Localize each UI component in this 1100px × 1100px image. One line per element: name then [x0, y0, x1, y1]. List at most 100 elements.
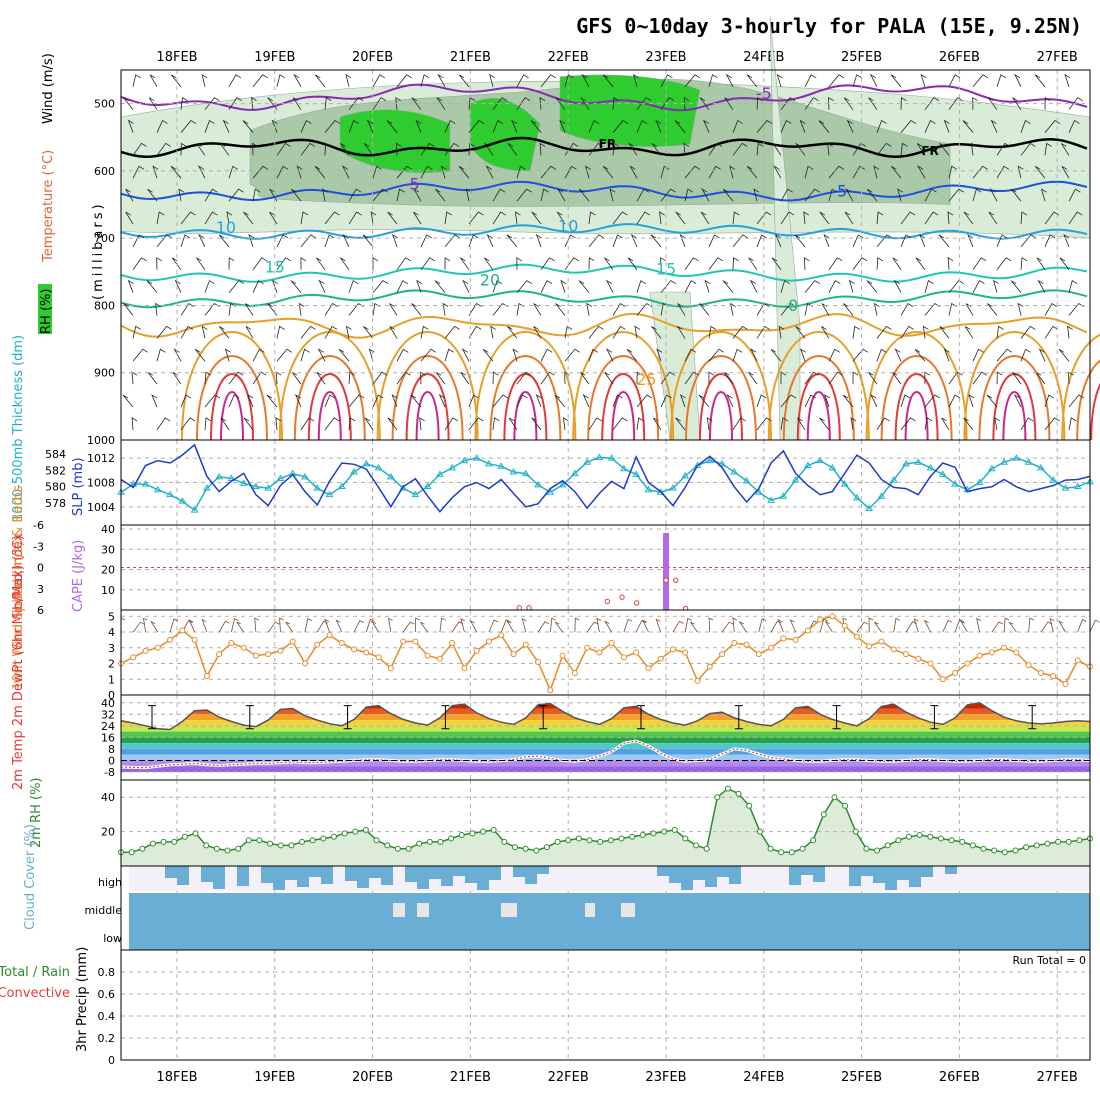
precip-panel: 0.8 0.6 0.4 0.2 0: [98, 949, 1091, 1067]
wind-barb: [770, 348, 782, 362]
wind-barb: [291, 188, 302, 202]
wind-barb: [724, 97, 734, 110]
wind-barb: [290, 280, 302, 293]
top-date-label: 19FEB: [254, 50, 295, 65]
wind-barb: [178, 188, 185, 202]
instability-axis-labels: Lifted Index CAPE (J/kg): [11, 533, 86, 612]
temp-band: [121, 743, 1090, 749]
thickness-point: [337, 482, 346, 490]
wind-barb: [612, 394, 623, 408]
top-date-label: 23FEB: [645, 50, 686, 65]
wind-barb: [588, 142, 604, 156]
cloud-high-bar: [201, 866, 213, 882]
rh2m-point: [267, 840, 274, 847]
wind-barb: [828, 257, 843, 271]
wind-barb: [415, 119, 422, 133]
wind-barb: [848, 279, 855, 293]
wind-barb: [612, 142, 620, 156]
thickness-point: [362, 459, 371, 467]
wind-barb: [348, 371, 355, 385]
wind-barb: [771, 257, 782, 271]
rh2m-point: [597, 838, 604, 845]
wind-barb: [804, 394, 817, 408]
temp2m-line: [120, 702, 1091, 731]
precip-frame: [120, 949, 1091, 1061]
wind10m-barb: [1077, 619, 1087, 633]
wind-barb: [556, 211, 566, 225]
wind-barb: [588, 417, 603, 431]
rh2m-point: [203, 842, 210, 849]
wind-barb: [555, 303, 566, 316]
wind-barb: [730, 302, 736, 316]
thickness-point: [816, 456, 825, 464]
wind-barb: [324, 303, 338, 316]
wind-barb: [460, 257, 470, 271]
temp-minmax: [148, 705, 156, 730]
wind-barb: [629, 165, 638, 179]
wind-barb: [823, 233, 830, 248]
thickness-point: [558, 480, 567, 488]
thickness-point: [730, 467, 739, 475]
wind-barb: [987, 97, 998, 110]
wind-barb: [1044, 120, 1061, 133]
wind-barb: [756, 97, 763, 110]
wind-barb: [314, 74, 326, 88]
wind-barb: [582, 394, 590, 408]
wind-barb: [708, 325, 717, 339]
cape-tick-label: 30: [101, 543, 115, 556]
thickness-point: [938, 470, 947, 477]
wind-barb: [180, 394, 192, 408]
wind-barb: [924, 371, 931, 385]
wind-barb: [539, 142, 546, 156]
wind-barb: [180, 417, 196, 431]
bottom-date-label: 21FEB: [450, 1070, 491, 1085]
wind-barb: [660, 97, 675, 110]
rh2m-point: [448, 835, 455, 842]
wind-barb: [986, 394, 998, 408]
surface-temp-loop: [391, 355, 464, 441]
wind-barb: [492, 394, 509, 408]
rh2m-point: [661, 828, 668, 835]
surface-temp-loop: [767, 331, 870, 441]
wind-barb: [971, 142, 977, 156]
wind-barb: [579, 371, 590, 385]
thickness-point: [153, 485, 162, 493]
wind-barb: [994, 417, 1001, 430]
surface-temp-loop: [317, 391, 342, 441]
wind-barb: [632, 73, 639, 87]
rh2m-point: [810, 837, 817, 844]
contour-label: -5: [404, 175, 420, 194]
wind-barb: [602, 165, 614, 179]
wind-barb: [419, 417, 425, 430]
wind-barb: [492, 280, 503, 293]
cloud-high-bar: [861, 866, 873, 876]
wind-barb: [821, 326, 830, 339]
cloud-high-bar: [489, 866, 501, 880]
wind10m-barb: [874, 621, 882, 633]
thickness-point: [509, 467, 518, 475]
wind-barb: [684, 348, 697, 362]
wind-barb: [228, 74, 242, 88]
wind-barb: [924, 119, 936, 133]
wind-barb: [156, 417, 171, 431]
wind-barb: [660, 165, 670, 179]
wind-barb: [172, 371, 182, 385]
wind-barb: [363, 326, 374, 339]
wind-barb: [420, 371, 426, 385]
contour-label: 20: [480, 270, 500, 289]
thickness-point: [681, 472, 690, 479]
wind10m-point: [878, 638, 885, 645]
lifted-index-axis-label: Lifted Index: [11, 533, 26, 610]
wind-barb: [732, 348, 743, 362]
wind10m-barb: [420, 621, 428, 633]
wind-barb: [679, 233, 686, 248]
wind-barb: [324, 120, 341, 133]
wind-barb: [156, 211, 165, 225]
wind-barb: [1068, 211, 1083, 225]
wind-barb: [828, 371, 843, 385]
wind-barb: [539, 96, 546, 110]
temp-minmax: [539, 705, 548, 730]
wind-barb: [828, 165, 845, 179]
wind-barb: [916, 143, 926, 156]
